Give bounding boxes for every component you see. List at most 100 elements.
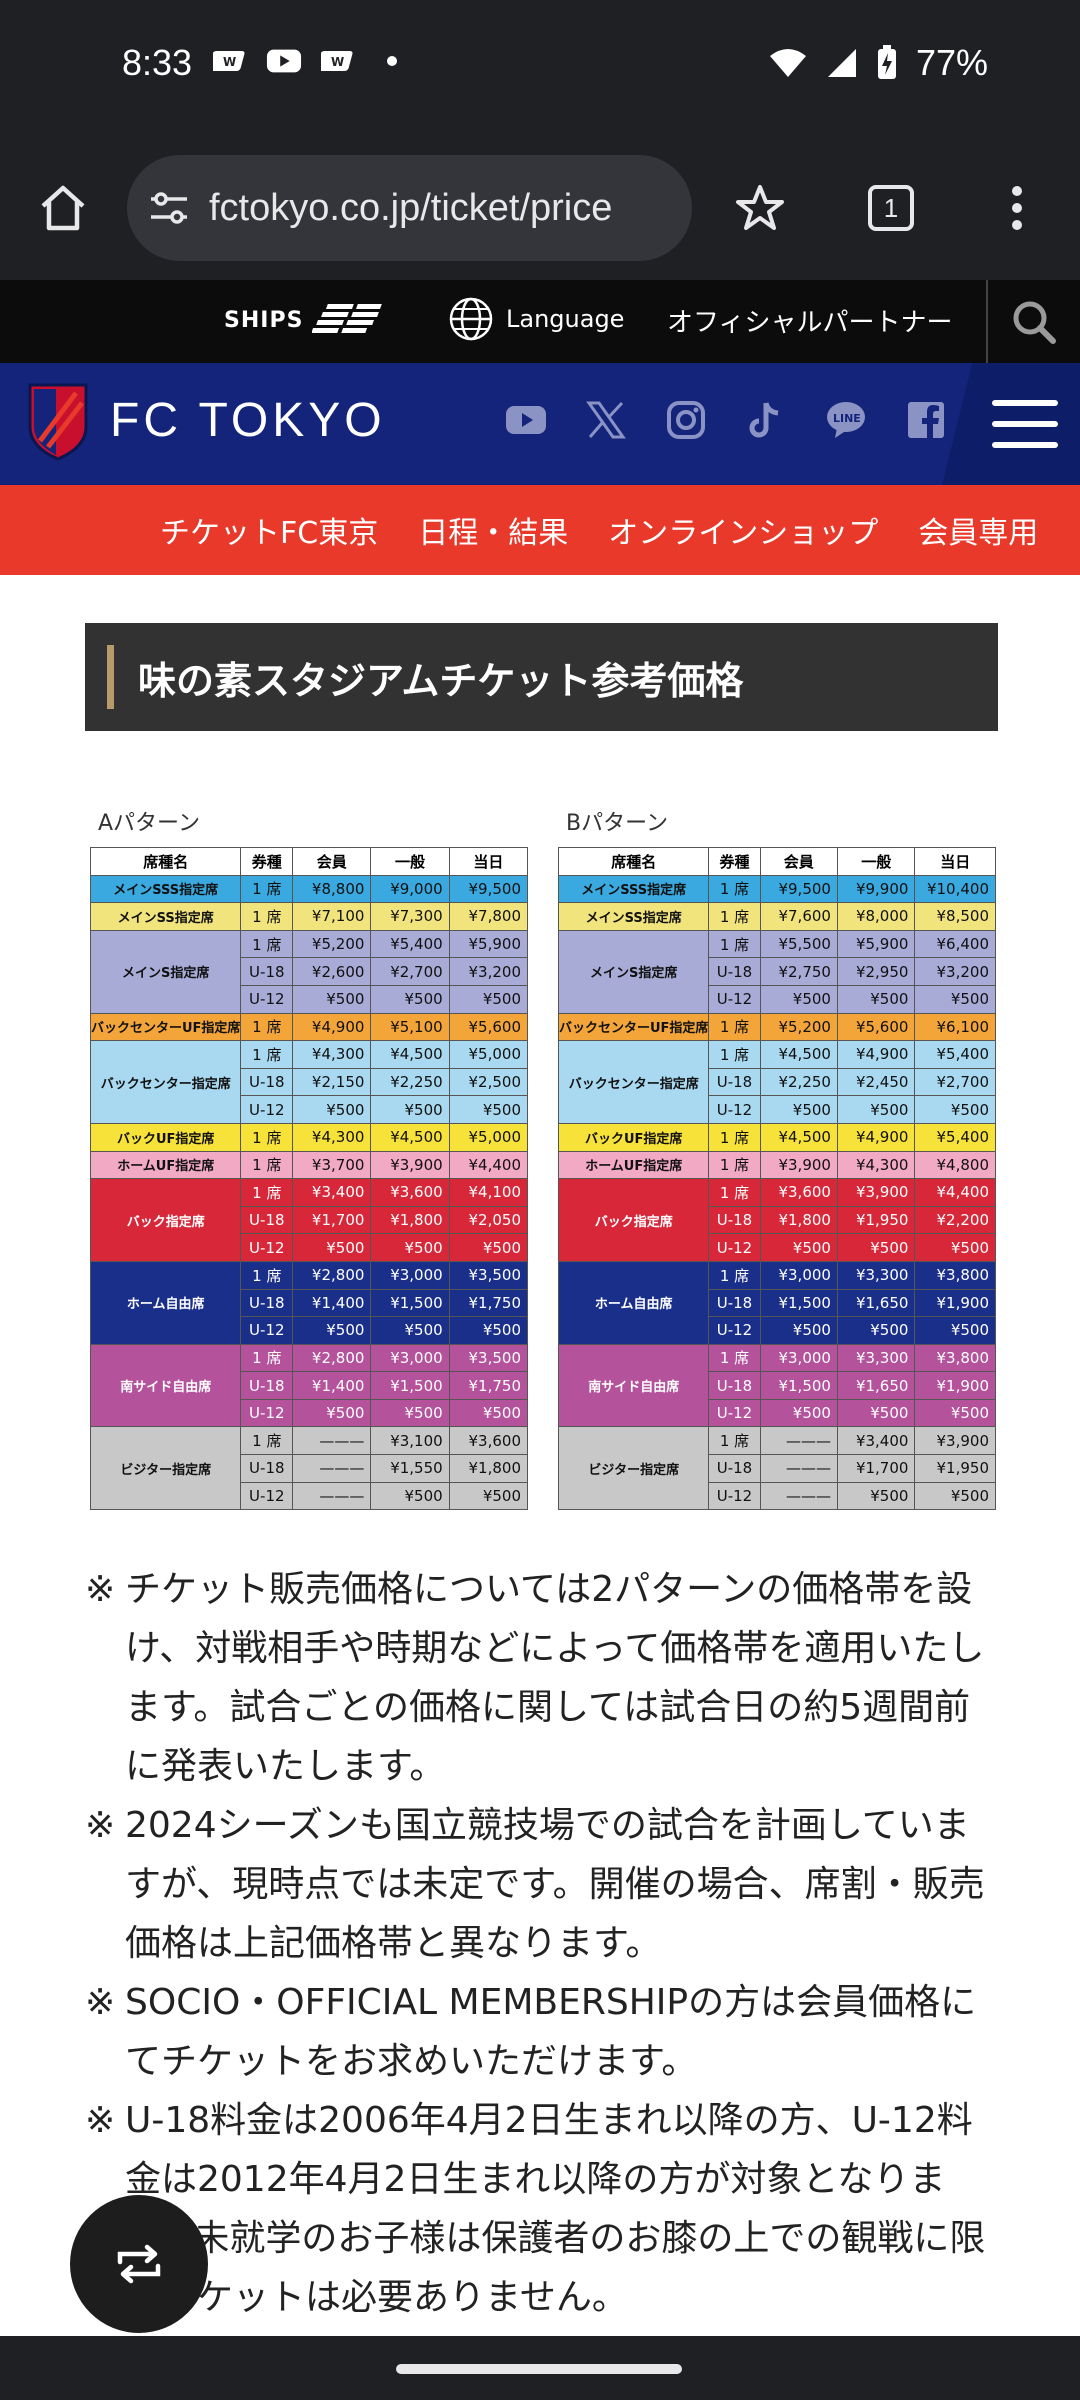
tab-switcher-button[interactable]: 1 bbox=[848, 165, 934, 251]
svg-text:W: W bbox=[331, 55, 344, 69]
ticket-type: U-18 bbox=[708, 1288, 761, 1318]
seat-category: メインSS指定席 bbox=[89, 902, 242, 931]
nav-online-shop[interactable]: オンラインショップ bbox=[608, 516, 879, 551]
price-cell: ¥3,300 bbox=[836, 1260, 916, 1290]
table-row: メインSSS指定席 1 席 ¥8,800 ¥9,000 ¥9,500 bbox=[89, 874, 529, 904]
youtube-icon[interactable] bbox=[505, 399, 547, 441]
column-header: 一般 bbox=[370, 847, 450, 876]
svg-text:W: W bbox=[223, 55, 236, 69]
price-cell: ¥5,200 bbox=[292, 929, 372, 959]
youtube-notification-icon bbox=[266, 46, 302, 76]
price-cell: ¥500 bbox=[759, 1233, 838, 1262]
ticket-type: 1 席 bbox=[708, 929, 761, 959]
column-header: 席種名 bbox=[557, 847, 710, 876]
price-cell: ¥3,500 bbox=[448, 1260, 529, 1290]
seat-category: バック指定席 bbox=[557, 1178, 710, 1262]
price-cell: ¥1,500 bbox=[759, 1371, 838, 1400]
ticket-type: 1 席 bbox=[708, 874, 761, 904]
price-cell: ——— bbox=[759, 1481, 838, 1511]
price-cell: ¥5,900 bbox=[836, 929, 916, 959]
table-row: メインSS指定席 1 席 ¥7,100 ¥7,300 ¥7,800 bbox=[89, 902, 529, 931]
ticket-type: U-12 bbox=[708, 1316, 761, 1345]
price-cell: ¥1,650 bbox=[836, 1371, 916, 1400]
line-icon[interactable]: LINE bbox=[825, 399, 867, 441]
language-selector[interactable]: Language bbox=[448, 296, 624, 342]
price-cell: ——— bbox=[759, 1426, 838, 1456]
ticket-type: U-12 bbox=[240, 984, 294, 1014]
table-row: バックUF指定席 1 席 ¥4,500 ¥4,900 ¥5,400 bbox=[557, 1122, 996, 1152]
table-row: メインSS指定席 1 席 ¥7,600 ¥8,000 ¥8,500 bbox=[557, 902, 996, 931]
home-icon[interactable] bbox=[20, 165, 106, 251]
price-cell: ¥4,500 bbox=[759, 1122, 838, 1152]
price-cell: ¥4,500 bbox=[759, 1040, 838, 1069]
nav-ticket[interactable]: チケットFC東京 bbox=[160, 516, 379, 551]
price-cell: ¥2,250 bbox=[370, 1067, 450, 1097]
ticket-type: U-18 bbox=[708, 1371, 761, 1400]
site-settings-icon[interactable] bbox=[147, 186, 191, 230]
price-cell: ¥2,800 bbox=[292, 1260, 372, 1290]
price-cell: ¥500 bbox=[914, 1233, 996, 1262]
seat-category: 南サイド自由席 bbox=[557, 1343, 710, 1428]
price-cell: ¥5,500 bbox=[759, 929, 838, 959]
ticket-type: 1 席 bbox=[240, 874, 294, 904]
price-cell: ¥500 bbox=[370, 1095, 450, 1124]
price-table-b: Bパターン 席種名 券種 会員 一般 当日 メインSSS指定席 1 席 ¥9,500 ¥9,90… bbox=[557, 805, 998, 1511]
site-search-button[interactable] bbox=[986, 280, 1080, 363]
price-cell: ¥3,600 bbox=[448, 1426, 529, 1456]
seat-category: ホームUF指定席 bbox=[557, 1150, 710, 1180]
price-cell: ¥500 bbox=[759, 1398, 838, 1428]
address-bar[interactable]: fctokyo.co.jp/ticket/price bbox=[127, 155, 692, 261]
table-row: ホームUF指定席 1 席 ¥3,700 ¥3,900 ¥4,400 bbox=[89, 1150, 529, 1180]
fc-tokyo-crest-logo[interactable] bbox=[26, 381, 90, 461]
table-row: バックセンターUF指定席 1 席 ¥5,200 ¥5,600 ¥6,100 bbox=[557, 1012, 996, 1042]
system-navigation-bar bbox=[0, 2336, 1080, 2400]
x-twitter-icon[interactable] bbox=[585, 399, 627, 441]
column-header: 会員 bbox=[292, 847, 372, 876]
price-cell: ¥1,800 bbox=[448, 1454, 529, 1483]
cell-signal-icon bbox=[827, 49, 856, 77]
price-cell: ¥500 bbox=[370, 984, 450, 1014]
hamburger-menu-button[interactable] bbox=[942, 363, 1080, 485]
instagram-icon[interactable] bbox=[665, 399, 707, 441]
price-cell: ¥4,900 bbox=[836, 1122, 916, 1152]
price-cell: ¥3,500 bbox=[448, 1343, 529, 1373]
wifi-icon bbox=[769, 49, 806, 77]
price-cell: ¥500 bbox=[836, 1481, 916, 1511]
seat-category: ホーム自由席 bbox=[89, 1260, 242, 1345]
swap-toggle-button[interactable] bbox=[70, 2195, 208, 2333]
nav-members[interactable]: 会員専用 bbox=[918, 516, 1039, 551]
price-cell: ¥3,200 bbox=[914, 957, 996, 986]
table-row: バックセンター指定席 1 席 ¥4,300 ¥4,500 ¥5,000 bbox=[89, 1040, 529, 1124]
price-cell: ¥500 bbox=[836, 1316, 916, 1345]
seat-category: バックセンターUF指定席 bbox=[89, 1012, 242, 1042]
price-cell: ¥3,700 bbox=[292, 1150, 372, 1180]
note-mark: ※ bbox=[85, 2100, 116, 2141]
new-balance-logo[interactable] bbox=[312, 298, 394, 342]
nav-schedule-results[interactable]: 日程・結果 bbox=[418, 516, 569, 551]
ticket-type: 1 席 bbox=[240, 1150, 294, 1180]
ticket-type: U-18 bbox=[240, 1288, 294, 1318]
price-cell: ¥4,400 bbox=[914, 1178, 996, 1207]
tiktok-icon[interactable] bbox=[745, 399, 787, 441]
official-partner-link[interactable]: オフィシャルパートナー bbox=[667, 308, 953, 338]
home-gesture-handle[interactable] bbox=[396, 2364, 682, 2374]
battery-percent: 77% bbox=[915, 42, 988, 83]
ticket-type: U-12 bbox=[240, 1481, 294, 1511]
svg-text:LINE: LINE bbox=[833, 412, 861, 425]
bookmark-star-icon[interactable] bbox=[717, 165, 803, 251]
brand-name[interactable]: FC TOKYO bbox=[110, 394, 386, 447]
price-cell: ¥500 bbox=[292, 1095, 372, 1124]
facebook-icon[interactable] bbox=[905, 399, 947, 441]
price-cell: ——— bbox=[292, 1481, 372, 1511]
price-cell: ¥5,600 bbox=[836, 1012, 916, 1042]
price-cell: ¥6,100 bbox=[914, 1012, 996, 1042]
ships-logo[interactable]: SHIPS bbox=[224, 308, 304, 333]
column-header: 券種 bbox=[240, 847, 294, 876]
price-cell: ¥500 bbox=[292, 984, 372, 1014]
ticket-type: 1 席 bbox=[240, 1122, 294, 1152]
price-cell: ¥500 bbox=[370, 1398, 450, 1428]
table-header-row: 席種名 券種 会員 一般 当日 bbox=[89, 847, 529, 876]
more-menu-icon[interactable] bbox=[974, 165, 1060, 251]
seat-category: メインS指定席 bbox=[89, 929, 242, 1014]
price-cell: ¥1,500 bbox=[759, 1288, 838, 1318]
